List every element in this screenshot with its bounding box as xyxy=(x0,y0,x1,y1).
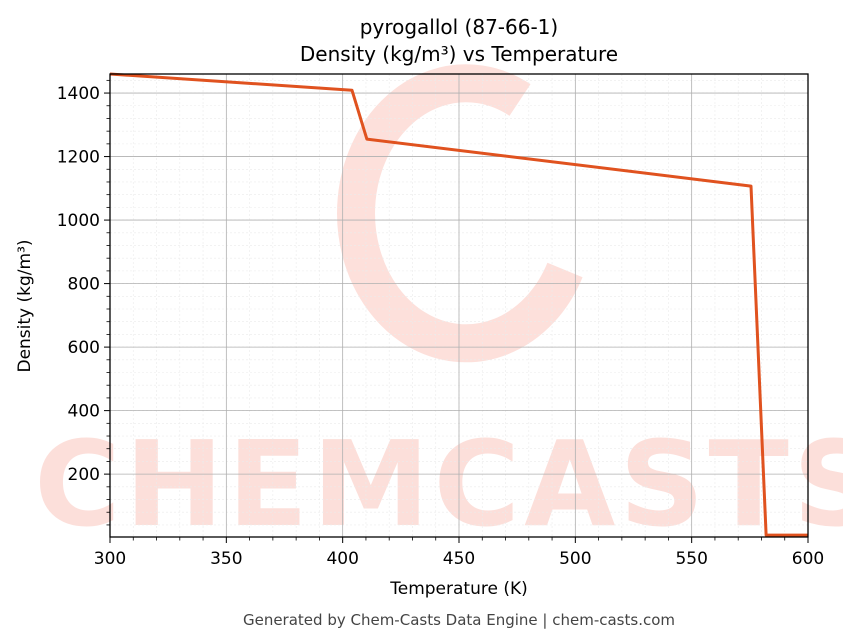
x-tick-label: 500 xyxy=(559,549,591,569)
chemcasts-watermark: CHEMCASTS xyxy=(34,64,843,553)
x-axis-label: Temperature (K) xyxy=(389,579,528,599)
y-axis-label: Density (kg/m³) xyxy=(15,239,35,372)
y-tick-label: 400 xyxy=(68,402,100,422)
x-tick-label: 550 xyxy=(675,549,707,569)
density-series-line xyxy=(109,72,808,537)
x-tick-label: 350 xyxy=(210,549,242,569)
svg-text:CHEMCASTS: CHEMCASTS xyxy=(34,415,843,553)
x-tick-label: 400 xyxy=(326,549,358,569)
y-tick-label: 800 xyxy=(68,275,100,295)
y-tick-label: 1000 xyxy=(57,211,100,231)
y-tick-label: 600 xyxy=(68,338,100,358)
y-tick-label: 1400 xyxy=(57,84,100,104)
y-tick-label: 1200 xyxy=(57,148,100,168)
x-tick-label: 450 xyxy=(443,549,475,569)
plot-frame xyxy=(109,73,809,538)
x-tick-label: 600 xyxy=(792,549,824,569)
x-tick-label: 300 xyxy=(94,549,126,569)
y-tick-label: 200 xyxy=(68,465,100,485)
chart-subtitle: Density (kg/m³) vs Temperature xyxy=(300,42,618,66)
chart-title: pyrogallol (87-66-1) xyxy=(360,15,558,39)
footer-credit: Generated by Chem-Casts Data Engine | ch… xyxy=(243,611,675,629)
